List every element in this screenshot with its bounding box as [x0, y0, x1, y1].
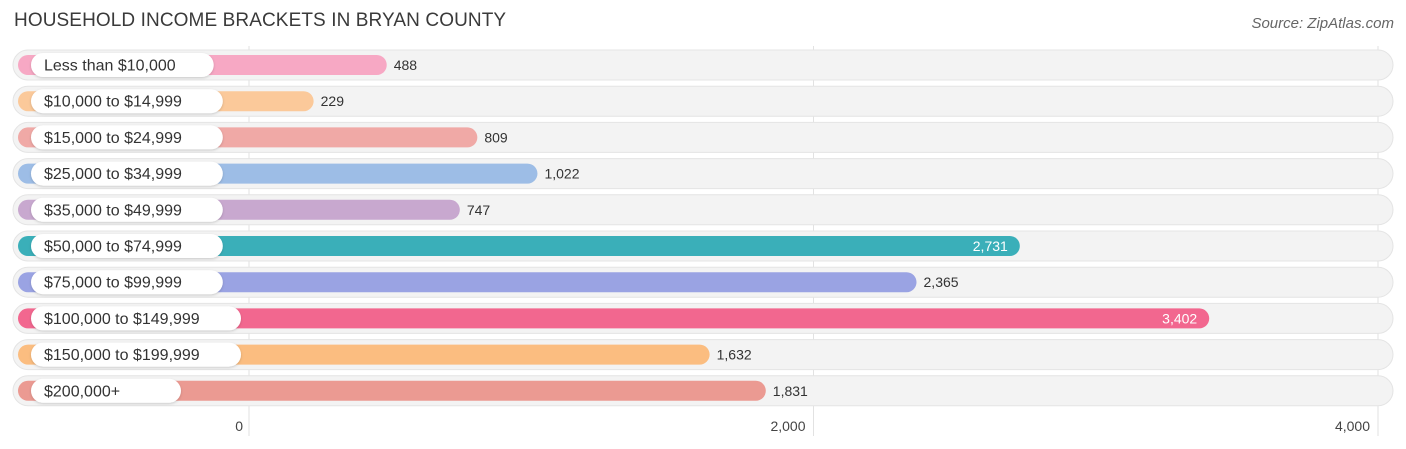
category-pill: [31, 125, 223, 150]
bar-row: $10,000 to $14,999 229: [12, 85, 1394, 117]
category-pill: [31, 234, 223, 258]
chart-title: HOUSEHOLD INCOME BRACKETS IN BRYAN COUNT…: [14, 10, 507, 31]
value-label: 1,632: [717, 347, 752, 363]
category-label: $25,000 to $34,999: [44, 166, 182, 183]
category-pill: [31, 197, 223, 222]
bar-row: $25,000 to $34,999 1,022: [12, 158, 1394, 190]
bar: [18, 236, 1020, 256]
value-label: 1,022: [544, 166, 579, 182]
category-label: Less than $10,000: [44, 58, 176, 75]
source-credit: Source: ZipAtlas.com: [1251, 15, 1394, 32]
category-label: $150,000 to $199,999: [44, 347, 200, 364]
bar-track: [12, 85, 1394, 117]
category-pill: [31, 306, 241, 331]
category-pill: [31, 270, 223, 295]
value-label: 2,365: [924, 274, 959, 290]
category-label: $15,000 to $24,999: [44, 130, 182, 147]
x-tick-label: 2,000: [770, 418, 805, 434]
bar-row: $100,000 to $149,999 3,402: [12, 302, 1394, 334]
bar-row: $15,000 to $24,999 809: [12, 121, 1394, 153]
x-tick-label: 0: [235, 418, 243, 434]
category-pill: [31, 53, 214, 77]
bar: [18, 272, 917, 293]
x-tick-label: 4,000: [1335, 418, 1370, 434]
bar-row: $35,000 to $49,999 747: [12, 194, 1394, 226]
category-pill: [31, 378, 181, 403]
category-label: $50,000 to $74,999: [44, 239, 182, 256]
category-pill: [31, 161, 223, 186]
category-pill: [31, 342, 241, 367]
category-label: $10,000 to $14,999: [44, 94, 182, 111]
category-label: $200,000+: [44, 383, 120, 400]
bar: [18, 380, 766, 401]
category-label: $35,000 to $49,999: [44, 202, 182, 219]
category-label: $100,000 to $149,999: [44, 311, 200, 328]
bar-row: $50,000 to $74,999 2,731: [12, 230, 1394, 262]
bar-row: $150,000 to $199,999 1,632: [12, 339, 1394, 371]
value-label: 747: [467, 202, 491, 218]
bar: [18, 308, 1210, 329]
bar-row: $75,000 to $99,999 2,365: [12, 266, 1394, 298]
category-label: $75,000 to $99,999: [44, 275, 182, 292]
value-label: 3,402: [1162, 310, 1197, 326]
value-label: 488: [394, 57, 418, 73]
x-axis: 0 2,000 4,000: [235, 418, 1370, 434]
bar-row: Less than $10,000 488: [12, 49, 1394, 81]
bar-row: $200,000+ 1,831: [12, 375, 1394, 407]
category-pill: [31, 89, 223, 114]
value-label: 1,831: [773, 383, 808, 399]
value-label: 2,731: [973, 238, 1008, 254]
value-label: 809: [484, 129, 508, 145]
value-label: 229: [321, 93, 345, 109]
